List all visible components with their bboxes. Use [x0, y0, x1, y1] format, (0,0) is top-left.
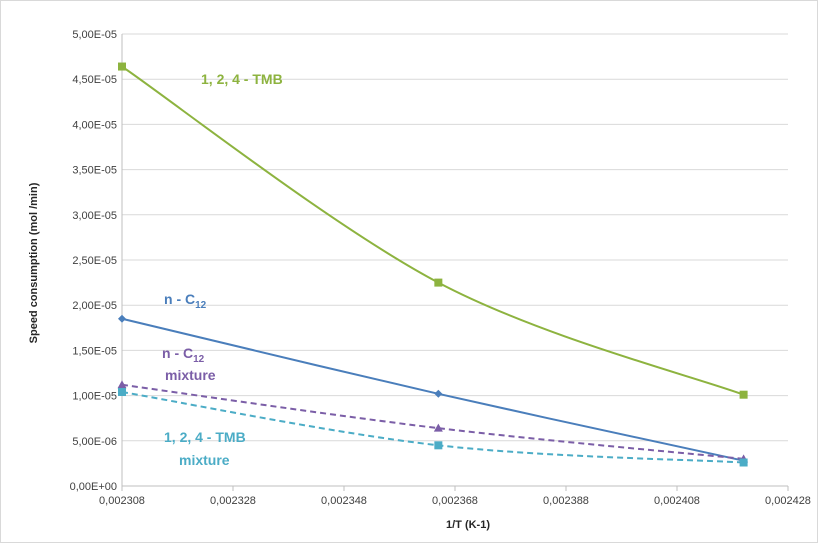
y-tick-label: 0,00E+00 — [70, 481, 117, 493]
label-tmb-mixture-line2: mixture — [179, 452, 230, 468]
y-axis-ticks: 0,00E+00 5,00E-06 1,00E-05 1,50E-05 2,00E-05… — [70, 29, 117, 493]
data-point — [117, 380, 127, 389]
data-point — [739, 390, 748, 399]
data-point — [434, 389, 443, 398]
x-tick-label: 0,002308 — [99, 495, 145, 507]
y-tick-label: 5,00E-06 — [72, 436, 117, 448]
series-markers — [117, 62, 749, 467]
x-tick-label: 0,002408 — [654, 495, 700, 507]
series-line-2 — [121, 383, 744, 460]
y-tick-label: 5,00E-05 — [72, 29, 117, 41]
label-tmb: 1, 2, 4 - TMB — [201, 71, 283, 87]
label-tmb-mixture: 1, 2, 4 - TMB — [164, 429, 246, 445]
label-nc12: n - C12 — [164, 291, 207, 311]
data-point — [118, 314, 126, 323]
x-tick-label: 0,002348 — [321, 495, 367, 507]
data-point — [434, 278, 443, 287]
data-point — [739, 458, 748, 467]
y-tick-label: 2,50E-05 — [72, 255, 117, 267]
x-axis-ticks: 0,002308 0,002328 0,002348 0,002368 0,002388… — [99, 486, 811, 507]
x-tick-label: 0,002368 — [432, 495, 478, 507]
series-lines — [121, 65, 744, 464]
label-nc12-mixture-line2: mixture — [165, 367, 216, 383]
y-tick-label: 4,00E-05 — [72, 119, 117, 131]
label-nc12-mixture: n - C12 — [162, 345, 205, 365]
x-tick-label: 0,002328 — [210, 495, 256, 507]
data-point — [118, 62, 126, 71]
data-point — [433, 423, 443, 432]
x-tick-label: 0,002388 — [543, 495, 589, 507]
y-axis-title: Speed consumption (mol /min) — [28, 182, 40, 343]
y-tick-label: 2,00E-05 — [72, 300, 117, 312]
x-tick-label: 0,002428 — [765, 495, 811, 507]
data-point — [434, 441, 443, 450]
y-tick-label: 1,00E-05 — [72, 391, 117, 403]
x-axis-title: 1/T (K-1) — [446, 519, 490, 531]
y-tick-label: 3,50E-05 — [72, 165, 117, 177]
gridlines — [121, 33, 788, 487]
series-line-0 — [121, 65, 744, 396]
data-point — [118, 387, 126, 396]
y-tick-label: 1,50E-05 — [72, 345, 117, 357]
y-tick-label: 3,00E-05 — [72, 210, 117, 222]
y-tick-label: 4,50E-05 — [72, 74, 117, 86]
